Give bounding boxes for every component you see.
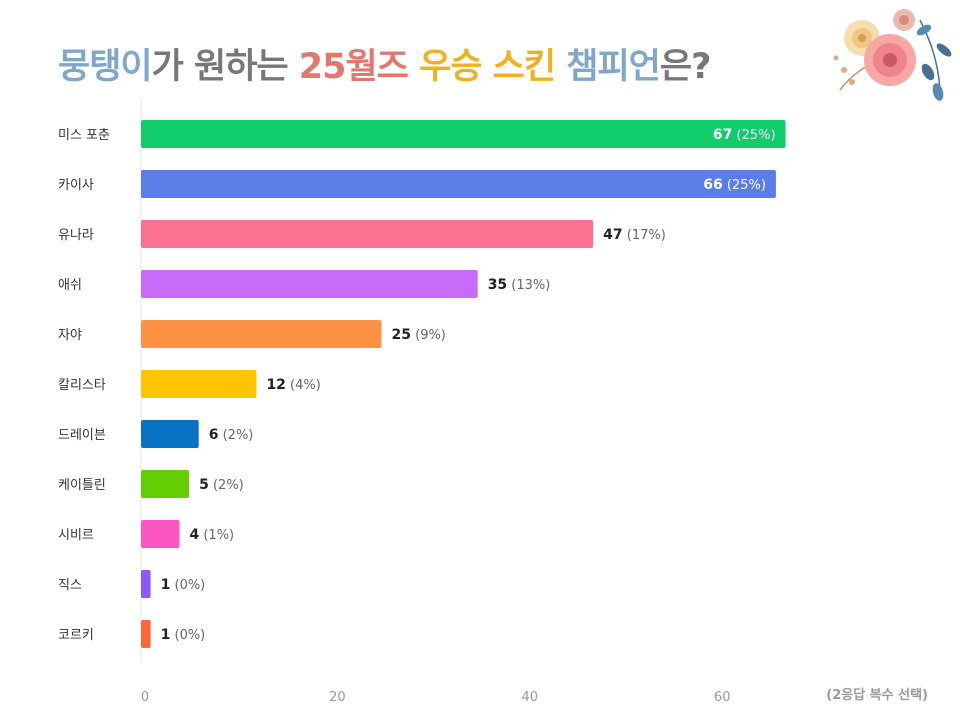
data-percent: (0%) [170, 628, 205, 643]
category-label: 미스 포춘 [58, 128, 110, 143]
category-label: 카이사 [58, 178, 94, 193]
data-percent: (2%) [209, 478, 244, 493]
data-percent: (17%) [623, 228, 666, 243]
data-value: 1 [161, 577, 171, 593]
bar [141, 370, 257, 398]
data-value: 47 [603, 227, 622, 243]
x-tick-label: 0 [141, 690, 149, 705]
category-label: 코르키 [58, 628, 94, 643]
data-value: 25 [392, 327, 411, 343]
data-label: 1 (0%) [161, 627, 206, 643]
category-label: 케이틀린 [58, 478, 106, 493]
bar [141, 470, 190, 498]
data-percent: (13%) [507, 278, 550, 293]
data-label: 67 (25%) [713, 127, 776, 143]
flower-bouquet-icon [833, 9, 952, 101]
data-label: 66 (25%) [703, 177, 766, 193]
bar [141, 270, 478, 298]
title-segment: 25월즈 [298, 47, 409, 87]
x-tick-label: 40 [522, 690, 539, 705]
data-percent: (9%) [411, 328, 446, 343]
category-label: 칼리스타 [58, 378, 106, 393]
bar [141, 120, 786, 148]
title-segment: 뭉탱이 [58, 47, 153, 87]
data-label: 47 (17%) [603, 227, 666, 243]
category-label: 시비르 [58, 528, 94, 543]
data-percent: (0%) [170, 578, 205, 593]
data-value: 5 [199, 477, 209, 493]
data-value: 1 [161, 627, 171, 643]
category-label: 자야 [58, 328, 82, 343]
data-label: 12 (4%) [266, 377, 320, 393]
bar [141, 220, 594, 248]
x-tick-label: 60 [714, 690, 731, 705]
bar [141, 570, 151, 598]
data-label: 35 (13%) [488, 277, 551, 293]
data-value: 35 [488, 277, 507, 293]
bar [141, 620, 151, 648]
title-segment: 우승 스킨 [419, 47, 556, 87]
title-segment: 챔피언 [566, 47, 661, 87]
data-label: 6 (2%) [209, 427, 254, 443]
bar [141, 520, 180, 548]
x-tick-label: 20 [329, 690, 346, 705]
data-value: 4 [189, 527, 199, 543]
title-segment: 은? [659, 47, 712, 87]
bar [141, 420, 199, 448]
category-label: 유나라 [58, 228, 94, 243]
footnote: (2응답 복수 선택) [826, 688, 928, 703]
data-value: 6 [209, 427, 219, 443]
data-percent: (25%) [723, 178, 766, 193]
title-segment: 가 원하는 [151, 47, 299, 87]
data-label: 5 (2%) [199, 477, 244, 493]
data-label: 25 (9%) [392, 327, 446, 343]
data-percent: (4%) [286, 378, 321, 393]
data-value: 67 [713, 127, 732, 143]
category-label: 애쉬 [58, 278, 82, 293]
data-percent: (25%) [732, 128, 775, 143]
data-value: 12 [266, 377, 285, 393]
page-title: 뭉탱이가 원하는 25월즈 우승 스킨 챔피언은? [58, 38, 712, 89]
data-label: 1 (0%) [161, 577, 206, 593]
data-percent: (2%) [218, 428, 253, 443]
bar [141, 320, 382, 348]
data-percent: (1%) [199, 528, 234, 543]
data-label: 4 (1%) [189, 527, 234, 543]
category-label: 드레이븐 [58, 428, 106, 443]
data-value: 66 [703, 177, 722, 193]
bar [141, 170, 776, 198]
category-label: 직스 [58, 578, 82, 593]
